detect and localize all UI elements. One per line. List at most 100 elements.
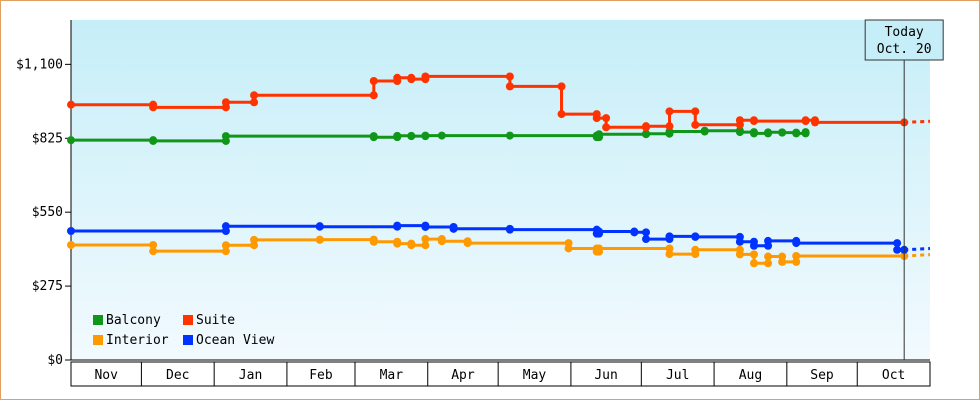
- series-point: [369, 133, 378, 142]
- legend-label: Interior: [106, 333, 169, 348]
- series-point: [602, 114, 611, 123]
- legend-swatch: [93, 315, 103, 325]
- series-point: [505, 82, 514, 91]
- series-point: [221, 98, 230, 107]
- series-point: [67, 240, 75, 249]
- series-point: [595, 130, 604, 139]
- series-point: [221, 247, 230, 256]
- series-point: [463, 239, 472, 248]
- plot-background: [71, 20, 930, 360]
- series-point: [564, 244, 573, 253]
- series-point: [642, 129, 651, 138]
- series-point: [735, 250, 744, 259]
- today-label: Today: [885, 25, 924, 40]
- series-point: [630, 228, 639, 237]
- series-point: [735, 237, 744, 246]
- month-label: Feb: [309, 368, 333, 383]
- series-point: [810, 118, 819, 127]
- series-point: [421, 222, 430, 231]
- series-point: [557, 82, 566, 91]
- y-tick-label: $275: [32, 279, 63, 294]
- series-point: [393, 221, 402, 230]
- month-label: Jun: [594, 368, 617, 383]
- month-label: Nov: [94, 368, 118, 383]
- series-point: [792, 251, 801, 260]
- series-point: [393, 131, 402, 140]
- series-point: [250, 98, 259, 107]
- series-point: [749, 259, 758, 268]
- series-point: [665, 122, 674, 131]
- series-point: [665, 244, 674, 253]
- series-point: [407, 132, 416, 141]
- series-point: [764, 128, 773, 137]
- series-point: [149, 240, 158, 249]
- series-point: [221, 222, 230, 231]
- series-point: [250, 235, 259, 244]
- legend-label: Balcony: [106, 313, 161, 328]
- series-point: [764, 236, 773, 245]
- series-point: [250, 91, 259, 100]
- series-point: [764, 259, 773, 268]
- series-point: [315, 222, 324, 231]
- y-tick-label: $0: [47, 353, 63, 368]
- series-point: [437, 131, 446, 140]
- series-point: [602, 123, 611, 132]
- today-date: Oct. 20: [877, 42, 932, 57]
- series-point: [792, 257, 801, 266]
- series-point: [149, 103, 158, 112]
- series-point: [149, 136, 158, 145]
- series-point: [642, 122, 651, 131]
- series-point: [749, 241, 758, 250]
- series-point: [437, 237, 446, 246]
- legend-swatch: [183, 315, 193, 325]
- month-label: May: [523, 368, 547, 383]
- series-point: [221, 241, 230, 250]
- series-point: [801, 128, 810, 137]
- month-label: Sep: [810, 368, 834, 383]
- legend-swatch: [183, 335, 193, 345]
- series-point: [67, 226, 75, 235]
- series-point: [407, 241, 416, 250]
- series-point: [221, 132, 230, 141]
- series-point: [778, 257, 787, 266]
- series-point: [749, 250, 758, 259]
- series-point: [592, 114, 601, 123]
- series-point: [665, 232, 674, 241]
- series-point: [801, 116, 810, 125]
- series-point: [67, 136, 75, 145]
- series-point: [557, 110, 566, 119]
- month-label: Jan: [239, 368, 262, 383]
- series-point: [505, 72, 514, 81]
- month-label: Mar: [380, 368, 404, 383]
- series-point: [642, 235, 651, 244]
- legend-swatch: [93, 335, 103, 345]
- series-point: [665, 107, 674, 116]
- series-point: [735, 116, 744, 125]
- series-point: [421, 235, 430, 244]
- series-point: [749, 129, 758, 138]
- legend-label: Ocean View: [196, 333, 274, 348]
- series-point: [315, 235, 324, 244]
- y-tick-label: $550: [32, 205, 63, 220]
- series-point: [691, 107, 700, 116]
- series-point: [642, 228, 651, 237]
- month-label: Aug: [739, 368, 762, 383]
- series-point: [393, 239, 402, 248]
- series-point: [149, 247, 158, 256]
- today-box: [864, 19, 944, 61]
- series-point: [421, 72, 430, 81]
- series-point: [778, 128, 787, 137]
- series-point: [505, 131, 514, 140]
- series-point: [595, 244, 604, 253]
- y-tick-label: $1,100: [16, 57, 63, 72]
- series-point: [893, 239, 902, 248]
- series-point: [505, 225, 514, 234]
- series-point: [691, 120, 700, 129]
- series-point: [792, 129, 801, 138]
- series-point: [369, 91, 378, 100]
- legend-label: Suite: [196, 313, 235, 328]
- y-tick-label: $825: [32, 131, 63, 146]
- month-label: Jul: [666, 368, 689, 383]
- series-point: [393, 73, 402, 82]
- month-label: Apr: [451, 368, 475, 383]
